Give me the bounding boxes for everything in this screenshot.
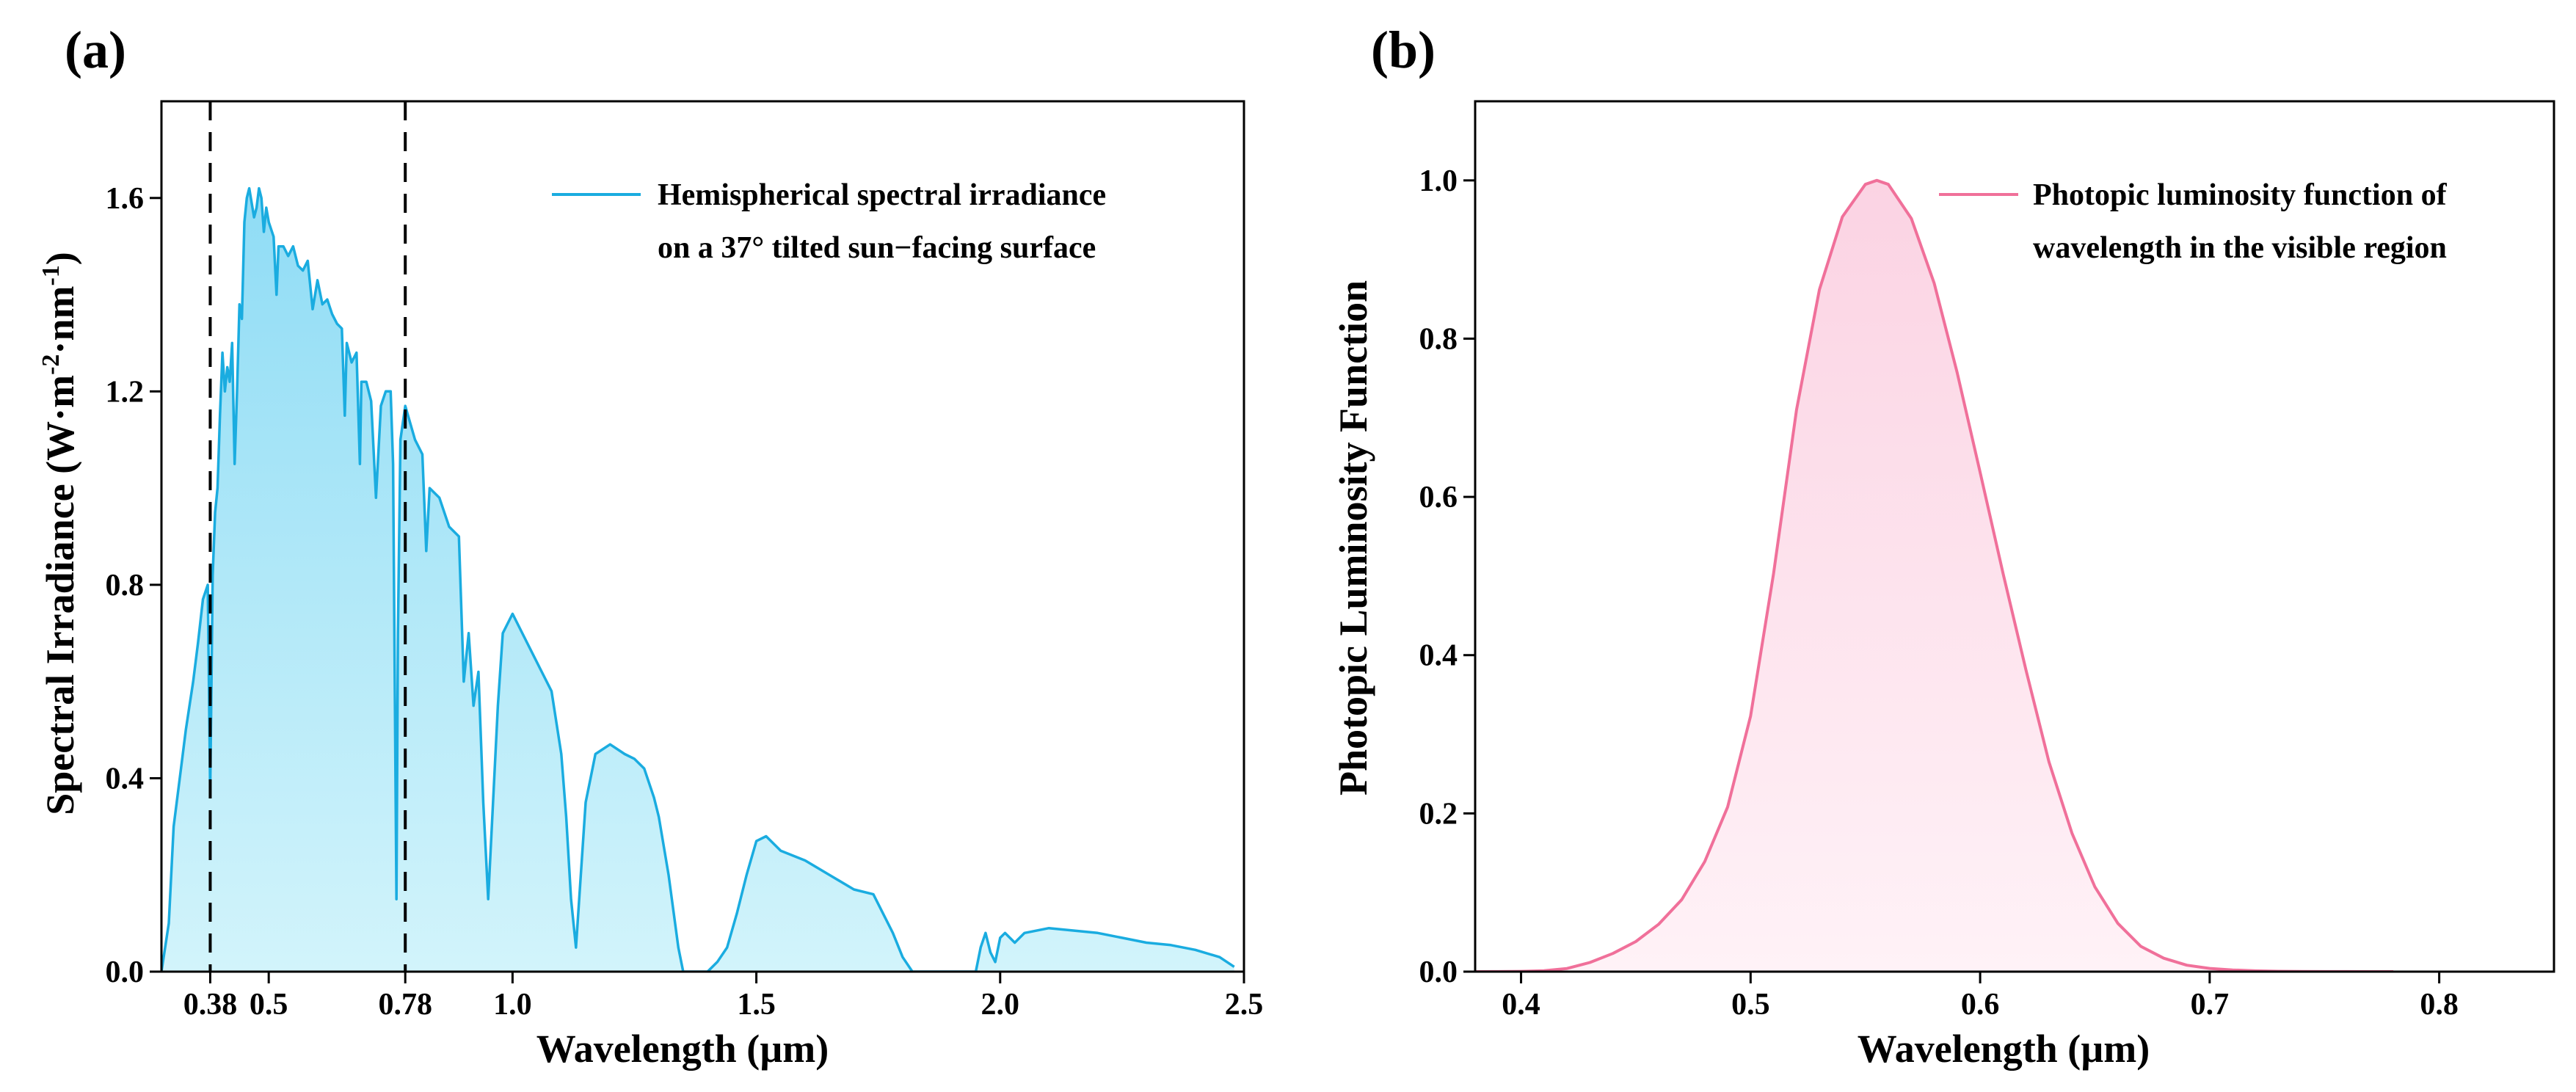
legend-text-b-line2: wavelength in the visible region <box>2033 231 2447 265</box>
y-tick-label-b-1: 0.2 <box>1419 797 1458 831</box>
y-tick-label-b-2: 0.4 <box>1419 639 1458 673</box>
y-tick-label-a-2: 0.8 <box>106 569 145 603</box>
y-tick-label-a-0: 0.0 <box>106 956 145 989</box>
y-tick-label-b-4: 0.8 <box>1419 322 1458 356</box>
spectral-irradiance-line <box>161 186 1235 972</box>
y-tick-label-b-5: 1.0 <box>1419 164 1458 198</box>
y-axis-title-b: Photopic Luminosity Function <box>1331 280 1375 796</box>
luminosity-line <box>1475 178 2394 972</box>
x-tick-label-a-2: 0.78 <box>378 988 432 1022</box>
legend-text-a-line1: Hemispherical spectral irradiance <box>658 178 1106 212</box>
y-tick-label-a-4: 1.6 <box>106 182 145 216</box>
legend-text-b-line1: Photopic luminosity function of <box>2033 178 2448 212</box>
x-tick-label-a-6: 2.5 <box>1225 988 1264 1022</box>
legend-a: Hemispherical spectral irradiance on a 3… <box>552 178 1106 265</box>
y-tick-label-b-3: 0.6 <box>1419 481 1458 514</box>
chart-panel-a: (a) 0.0 0.4 0.8 1.2 1.6 0.38 0.5 0.78 1.0 1.5 2.0… <box>37 21 1263 1071</box>
y-axis-ticks-a: 0.0 0.4 0.8 1.2 1.6 <box>106 182 161 989</box>
x-axis-title-b: Wavelength (µm) <box>1858 1027 2150 1071</box>
legend-text-a-line2: on a 37° tilted sun−facing surface <box>658 231 1096 265</box>
x-tick-label-a-0: 0.38 <box>183 988 238 1022</box>
y-tick-label-a-3: 1.2 <box>106 375 145 409</box>
x-tick-label-a-5: 2.0 <box>981 988 1020 1022</box>
x-tick-label-b-3: 0.7 <box>2191 988 2230 1022</box>
x-tick-label-b-1: 0.5 <box>1731 988 1770 1022</box>
y-axis-ticks-b: 0.0 0.2 0.4 0.6 0.8 1.0 <box>1419 164 1475 989</box>
y-tick-label-a-1: 0.4 <box>106 762 145 796</box>
x-tick-label-a-1: 0.5 <box>250 988 288 1022</box>
y-axis-title-a-exp2: -1 <box>37 265 65 285</box>
x-tick-label-b-0: 0.4 <box>1502 988 1540 1022</box>
x-tick-label-a-3: 1.0 <box>493 988 532 1022</box>
plot-frame-b <box>1474 100 2555 973</box>
x-tick-label-b-2: 0.6 <box>1961 988 2000 1022</box>
chart-panel-b: (b) 0.0 0.2 0.4 0.6 0.8 1.0 0.4 0.5 0.6 0.7 0.8 W… <box>1331 21 2555 1071</box>
y-axis-title-a-exp1: -2 <box>37 354 65 375</box>
spectral-irradiance-area <box>161 188 1234 972</box>
panel-label-b: (b) <box>1371 21 1436 79</box>
x-tick-label-a-4: 1.5 <box>737 988 776 1022</box>
y-axis-title-a-main: Spectral Irradiance (W·m <box>38 375 82 815</box>
x-tick-label-b-4: 0.8 <box>2420 988 2459 1022</box>
x-axis-title-a: Wavelength (µm) <box>536 1027 829 1071</box>
plot-frame-a <box>160 100 1245 973</box>
legend-b: Photopic luminosity function of waveleng… <box>1939 178 2448 265</box>
panel-label-a: (a) <box>65 21 126 79</box>
y-axis-title-a-end: ) <box>38 252 82 265</box>
vertical-reference-lines <box>208 101 407 972</box>
y-axis-title-a-mid: ·nm <box>38 286 82 354</box>
y-axis-title-a: Spectral Irradiance (W·m-2·nm-1) <box>37 252 82 815</box>
y-tick-label-b-0: 0.0 <box>1419 956 1458 989</box>
x-axis-ticks-a: 0.38 0.5 0.78 1.0 1.5 2.0 2.5 <box>183 972 1264 1022</box>
x-axis-ticks-b: 0.4 0.5 0.6 0.7 0.8 <box>1502 972 2459 1022</box>
luminosity-area <box>1475 180 2394 972</box>
